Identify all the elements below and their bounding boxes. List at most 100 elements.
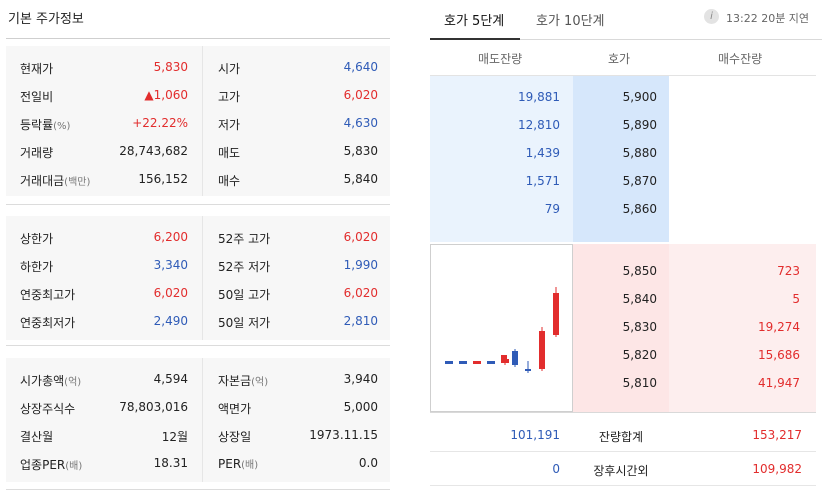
info-value: 3,340: [153, 258, 188, 272]
info-label: 상한가: [20, 232, 54, 246]
info-row: 현재가 5,830 시가 4,640: [6, 54, 390, 82]
info-label: 자본금(억): [218, 374, 269, 388]
info-value: 12월: [161, 430, 188, 444]
info-label: 하한가: [20, 260, 54, 274]
info-value: 1,990: [343, 258, 378, 272]
info-label: 상장주식수: [20, 402, 76, 416]
tabs-divider: [520, 39, 822, 40]
tab-5-levels[interactable]: 호가 5단계: [444, 14, 505, 29]
intraday-mini-chart: [430, 244, 573, 412]
bid-qty: 723: [777, 264, 800, 278]
info-row: 거래량 28,743,682 매도 5,830: [6, 138, 390, 166]
info-row: 등락률(%) +22.22% 저가 4,630: [6, 110, 390, 138]
info-label: 52주 저가: [218, 260, 271, 274]
ask-price[interactable]: 5,860: [622, 202, 657, 216]
orderbook-header: 매도잔량 호가 매수잔량: [430, 40, 816, 76]
active-tab-indicator: [430, 38, 520, 40]
info-value: +22.22%: [132, 116, 188, 130]
bid-price[interactable]: 5,810: [622, 376, 657, 390]
ask-price[interactable]: 5,880: [622, 146, 657, 160]
info-label: 연중최고가: [20, 288, 76, 302]
info-row: 상장주식수 78,803,016 액면가 5,000: [6, 394, 390, 422]
bid-price[interactable]: 5,840: [622, 292, 657, 306]
delay-notice: 13:22 20분 지연: [726, 12, 810, 25]
info-value: 5,840: [343, 172, 378, 186]
info-label: 전일비: [20, 90, 54, 104]
candle: [512, 351, 518, 365]
candle: [459, 361, 467, 364]
group-divider: [6, 204, 390, 205]
orderbook-divider: [430, 412, 816, 413]
after-hours-label: 장후시간외: [593, 464, 649, 478]
ask-price-area: [573, 76, 669, 242]
bid-price[interactable]: 5,820: [622, 348, 657, 362]
bid-qty: 41,947: [758, 376, 800, 390]
info-label: 액면가: [218, 402, 252, 416]
candle: [539, 331, 545, 369]
info-value: 5,830: [153, 60, 188, 74]
bid-qty-header: 매수잔량: [718, 52, 763, 66]
info-value: 5,830: [343, 144, 378, 158]
ask-qty: 1,571: [525, 174, 560, 188]
tab-10-levels[interactable]: 호가 10단계: [536, 14, 605, 29]
info-value: 0.0: [358, 456, 378, 470]
ask-price[interactable]: 5,890: [622, 118, 657, 132]
info-value: 1973.11.15: [309, 428, 378, 442]
info-row: 전일비 ▲1,060 고가 6,020: [6, 82, 390, 110]
bid-price-area: [573, 244, 669, 412]
title-divider: [6, 38, 390, 39]
orderbook-tabs: 호가 5단계 호가 10단계 i 13:22 20분 지연: [430, 0, 822, 40]
bid-price[interactable]: 5,830: [622, 320, 657, 334]
ask-qty: 1,439: [525, 146, 560, 160]
info-label: 등락률(%): [20, 118, 71, 132]
price-info-group-1: 현재가 5,830 시가 4,640 전일비 ▲1,060 고가 6,020 등락률(%) +22…: [6, 46, 390, 196]
bid-qty-area: [669, 244, 816, 412]
ask-price[interactable]: 5,900: [622, 90, 657, 104]
info-value: 4,640: [343, 60, 378, 74]
ask-qty-area: [430, 76, 573, 242]
info-value: 3,940: [343, 372, 378, 386]
info-label: 시가총액(억): [20, 374, 82, 388]
bid-qty: 15,686: [758, 348, 800, 362]
ask-price[interactable]: 5,870: [622, 174, 657, 188]
bid-qty: 5: [792, 292, 800, 306]
ask-qty-header: 매도잔량: [478, 52, 523, 66]
ask-qty: 19,881: [518, 90, 560, 104]
info-label: 시가: [218, 62, 241, 76]
candle: [501, 355, 507, 363]
info-label: 50일 고가: [218, 288, 271, 302]
ask-qty: 12,810: [518, 118, 560, 132]
info-row: 결산월 12월 상장일 1973.11.15: [6, 422, 390, 450]
info-label: 저가: [218, 118, 241, 132]
info-value: 78,803,016: [119, 400, 188, 414]
info-label: 결산월: [20, 430, 54, 444]
after-hours-row: 0 장후시간외 109,982: [430, 452, 816, 486]
info-value: 6,020: [343, 286, 378, 300]
info-value: 6,020: [153, 286, 188, 300]
total-remaining-row: 101,191 잔량합계 153,217: [430, 418, 816, 452]
info-row: 연중최고가 6,020 50일 고가 6,020: [6, 280, 390, 308]
basic-price-info-title: 기본 주가정보: [8, 12, 84, 27]
price-header: 호가: [608, 52, 631, 66]
info-icon[interactable]: i: [704, 9, 719, 24]
ask-qty: 79: [544, 202, 560, 216]
mini-candle-chart: [445, 287, 559, 373]
info-label: 50일 저가: [218, 316, 271, 330]
info-label: 연중최저가: [20, 316, 76, 330]
info-label: 거래량: [20, 146, 54, 160]
price-info-group-2: 상한가 6,200 52주 고가 6,020 하한가 3,340 52주 저가 1,990 연중…: [6, 216, 390, 340]
info-label: 매도: [218, 146, 241, 160]
total-label: 잔량합계: [598, 430, 644, 444]
info-row: 업종PER(배) 18.31 PER(배) 0.0: [6, 450, 390, 478]
info-label: 업종PER(배): [20, 458, 83, 472]
info-value: 28,743,682: [119, 144, 188, 158]
info-row: 상한가 6,200 52주 고가 6,020: [6, 224, 390, 252]
info-value: 156,152: [138, 172, 188, 186]
after-hours-ask-qty: 0: [552, 462, 560, 476]
info-label: 고가: [218, 90, 241, 104]
bid-price[interactable]: 5,850: [622, 264, 657, 278]
total-ask-qty: 101,191: [510, 428, 560, 442]
candle: [473, 361, 481, 364]
info-row: 연중최저가 2,490 50일 저가 2,810: [6, 308, 390, 336]
info-value: 2,490: [153, 314, 188, 328]
